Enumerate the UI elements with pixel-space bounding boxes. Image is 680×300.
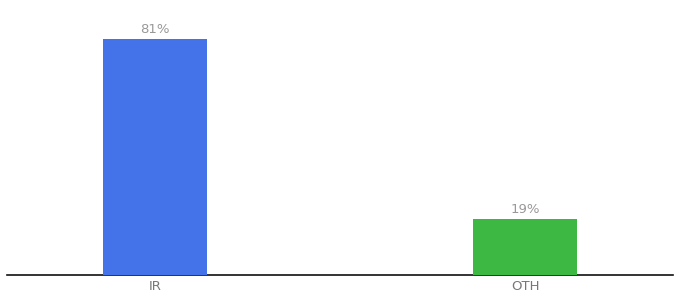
Text: 19%: 19% xyxy=(510,203,540,216)
Bar xyxy=(103,39,207,274)
Text: 81%: 81% xyxy=(140,23,170,36)
Bar xyxy=(473,219,577,274)
